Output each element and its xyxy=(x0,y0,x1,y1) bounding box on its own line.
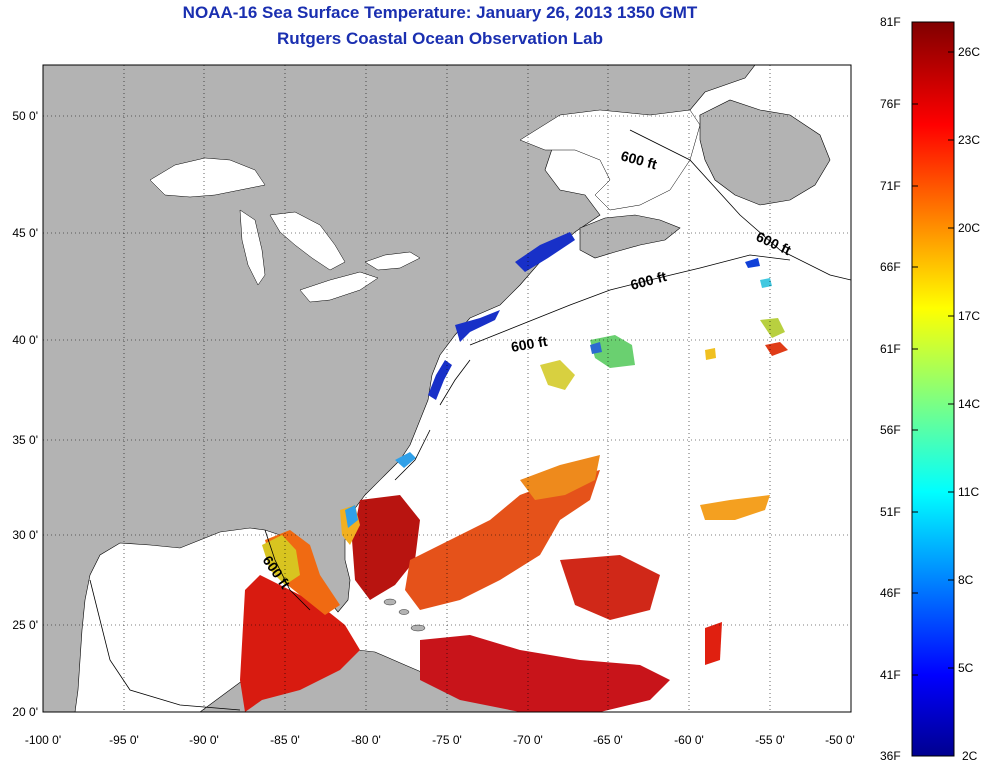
colorbar-f-label: 76F xyxy=(880,97,901,111)
land-nova-scotia xyxy=(579,214,681,259)
colorbar-c-label: 26C xyxy=(958,45,981,59)
lat-tick-label: 35 0' xyxy=(12,433,38,447)
coastal-cold-band xyxy=(428,232,575,400)
colorbar-f-label: 81F xyxy=(880,15,901,29)
colorbar-f-label: 61F xyxy=(880,342,901,356)
colorbar xyxy=(911,21,955,757)
lat-tick-label: 50 0' xyxy=(12,109,38,123)
lon-tick-label: -90 0' xyxy=(189,733,219,747)
lat-tick-label: 25 0' xyxy=(12,618,38,632)
colorbar-c-label: 17C xyxy=(958,309,981,323)
colorbar-f-label: 36F xyxy=(880,749,901,763)
lon-tick-label: -55 0' xyxy=(755,733,785,747)
contour-label: 600 ft xyxy=(510,333,549,355)
isobath-600ft xyxy=(89,129,851,711)
lat-tick-label: 30 0' xyxy=(12,528,38,542)
colorbar-c-label: 23C xyxy=(958,133,981,147)
colorbar-f-label: 71F xyxy=(880,179,901,193)
lat-tick-label: 40 0' xyxy=(12,333,38,347)
coastal-cool-band xyxy=(345,452,416,528)
colorbar-c-label: 2C xyxy=(962,749,978,763)
colorbar-f-label: 41F xyxy=(880,668,901,682)
colorbar-c-label: 5C xyxy=(958,661,974,675)
lat-tick-label: 20 0' xyxy=(12,705,38,719)
graticule xyxy=(43,65,851,712)
lon-tick-label: -80 0' xyxy=(351,733,381,747)
gulf-st-lawrence xyxy=(519,109,701,211)
colorbar-ticks xyxy=(912,21,954,676)
great-lakes xyxy=(149,157,421,303)
sst-overlay xyxy=(240,258,788,712)
lon-tick-label: -75 0' xyxy=(432,733,462,747)
colorbar-f-label: 56F xyxy=(880,423,901,437)
lon-tick-label: -50 0' xyxy=(825,733,855,747)
colorbar-f-label: 51F xyxy=(880,505,901,519)
land-north-america xyxy=(43,65,756,712)
colorbar-c-label: 8C xyxy=(958,573,974,587)
colorbar-c-label: 14C xyxy=(958,397,981,411)
lon-tick-label: -70 0' xyxy=(513,733,543,747)
lon-tick-label: -60 0' xyxy=(674,733,704,747)
map-subtitle: Rutgers Coastal Ocean Observation Lab xyxy=(277,29,603,48)
colorbar-f-label: 46F xyxy=(880,586,901,600)
lon-tick-label: -95 0' xyxy=(109,733,139,747)
colorbar-c-label: 11C xyxy=(958,485,980,499)
land-newfoundland xyxy=(699,99,831,206)
lat-tick-label: 45 0' xyxy=(12,226,38,240)
lon-tick-label: -85 0' xyxy=(270,733,300,747)
map-title: NOAA-16 Sea Surface Temperature: January… xyxy=(182,3,698,22)
lon-tick-label: -65 0' xyxy=(593,733,623,747)
colorbar-c-label: 20C xyxy=(958,221,981,235)
colorbar-f-label: 66F xyxy=(880,260,901,274)
lon-tick-label: -100 0' xyxy=(24,733,62,747)
